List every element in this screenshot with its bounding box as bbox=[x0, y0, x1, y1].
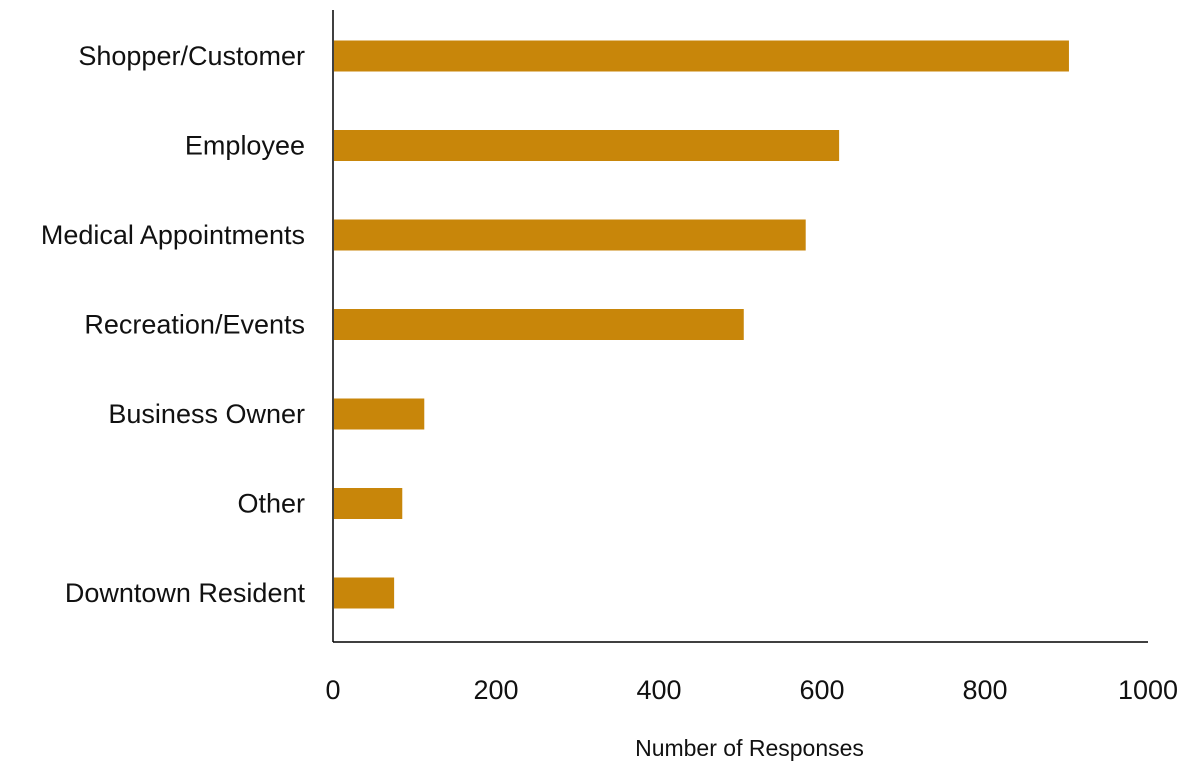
bar-business-owner bbox=[334, 398, 425, 430]
bar-recreation-events bbox=[334, 309, 744, 340]
x-tick-label: 0 bbox=[325, 675, 340, 705]
x-axis-title: Number of Responses bbox=[635, 735, 864, 761]
bar-other bbox=[334, 488, 403, 519]
category-label: Shopper/Customer bbox=[78, 41, 305, 71]
bars-group bbox=[334, 40, 1069, 609]
category-label: Business Owner bbox=[108, 399, 305, 429]
bar-employee bbox=[334, 130, 840, 161]
category-labels-group: Shopper/Customer Employee Medical Appointm… bbox=[41, 41, 306, 608]
bar-shopper-customer bbox=[334, 40, 1069, 72]
bar-medical-appointments bbox=[334, 219, 806, 251]
category-label: Employee bbox=[185, 131, 305, 161]
x-tick-label: 200 bbox=[473, 675, 518, 705]
bar-downtown-resident bbox=[334, 577, 395, 609]
x-tick-label: 400 bbox=[636, 675, 681, 705]
x-tick-labels-group: 0 200 400 600 800 1000 bbox=[325, 675, 1178, 705]
x-tick-label: 600 bbox=[799, 675, 844, 705]
category-label: Recreation/Events bbox=[84, 310, 305, 340]
category-label: Medical Appointments bbox=[41, 220, 305, 250]
x-tick-label: 800 bbox=[962, 675, 1007, 705]
category-label: Downtown Resident bbox=[65, 578, 306, 608]
category-label: Other bbox=[237, 489, 305, 519]
x-tick-label: 1000 bbox=[1118, 675, 1178, 705]
